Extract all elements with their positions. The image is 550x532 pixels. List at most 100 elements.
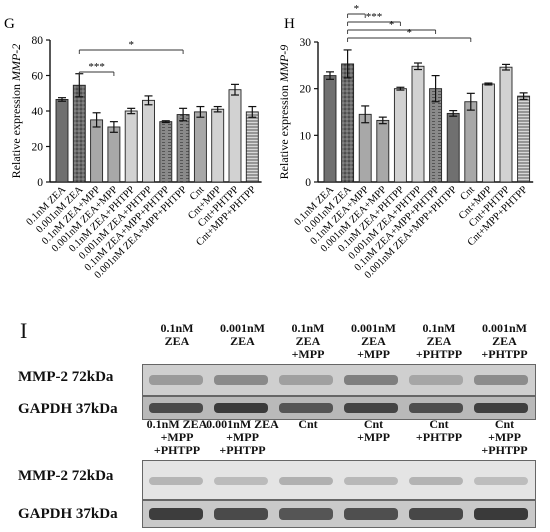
blot-band: [279, 403, 333, 413]
lane-header-line: +PHTPP: [481, 443, 528, 457]
lane-header-line: ZEA: [230, 334, 255, 348]
row2-lane-header-6: Cnt +MPP +PHTPP: [463, 418, 547, 457]
y-tick-label: 0: [305, 177, 311, 189]
lane-header-line: +MPP: [226, 430, 259, 444]
blot-band: [149, 375, 203, 385]
error-bar-3: [361, 105, 370, 124]
gapdh-label-row1: GAPDH 37kDa: [18, 401, 118, 417]
bar-10: [211, 108, 225, 183]
bar-4: [107, 126, 121, 183]
lane-header-line: +PHTPP: [219, 443, 266, 457]
row2-lane-header-2: 0.001nM ZEA +MPP +PHTPP: [201, 418, 285, 457]
lane-header-line: Cnt: [494, 417, 515, 431]
y-axis-label: Relative expression MMP-9: [277, 45, 291, 180]
lane-header-line: +PHTPP: [153, 443, 201, 457]
error-bar-8: [449, 109, 458, 117]
error-bar-9: [196, 105, 205, 118]
bar-8: [176, 114, 190, 183]
error-bar-10: [484, 82, 493, 86]
lane-header-line: +MPP: [291, 347, 325, 361]
lane-header-line: 0.1nM: [422, 321, 456, 335]
error-bar-11: [231, 83, 239, 96]
lane-header-line: Cnt: [363, 417, 384, 431]
row2-lane-header-4: Cnt +MPP: [332, 418, 416, 444]
bar-3: [90, 119, 104, 183]
panel-letter-i: I: [20, 318, 28, 343]
row1-lane-header-6: 0.001nM ZEA +PHTPP: [463, 322, 547, 361]
blot-band: [149, 403, 203, 413]
error-bar-4: [109, 121, 118, 133]
mmp2-label-row2: MMP-2 72kDa: [18, 468, 114, 484]
lane-header-line: Cnt: [298, 417, 318, 431]
lane-header-line: ZEA: [492, 334, 517, 348]
blot-band: [474, 508, 528, 520]
bar-2: [72, 84, 86, 183]
significance-label: *: [354, 3, 360, 15]
lane-header-line: +MPP: [488, 430, 521, 444]
lane-header-line: +PHTPP: [415, 430, 463, 444]
lane-header-line: 0.1nM: [160, 321, 194, 335]
y-tick-label: 40: [32, 106, 44, 118]
gapdh-blot-strip-2: [142, 500, 536, 528]
blot-band: [214, 403, 268, 413]
error-bar-2: [343, 49, 352, 79]
significance-label: ***: [88, 61, 105, 73]
blot-band: [344, 375, 398, 385]
blot-band: [214, 375, 268, 385]
lane-header-line: 0.1nM ZEA: [146, 417, 208, 431]
bar-10: [481, 83, 495, 183]
panel-letter-g: G: [4, 16, 15, 32]
blot-band: [214, 508, 268, 520]
lane-header-line: +PHTPP: [481, 347, 528, 361]
error-bar-9: [466, 92, 475, 111]
lane-header-line: 0.1nM: [291, 321, 325, 335]
blot-band: [344, 403, 398, 413]
y-tick-label: 20: [32, 142, 44, 154]
error-bar-8: [179, 107, 188, 122]
bar-7: [159, 121, 173, 183]
row1-lane-header-1: 0.1nM ZEA: [135, 322, 219, 348]
error-bar-12: [248, 105, 257, 118]
row1-lane-header-4: 0.001nM ZEA +MPP: [332, 322, 416, 361]
bar-3: [358, 113, 372, 183]
bar-9: [464, 101, 478, 183]
gapdh-label-row2: GAPDH 37kDa: [18, 506, 118, 522]
row1-lane-header-2: 0.001nM ZEA: [201, 322, 285, 348]
error-bar-5: [396, 86, 405, 91]
lane-header-line: 0.001nM: [351, 321, 396, 335]
lane-header-line: ZEA: [426, 334, 452, 348]
blot-band: [214, 477, 268, 485]
blot-band: [474, 375, 528, 385]
bar-11: [499, 66, 513, 183]
error-bar-7: [161, 120, 170, 124]
row2-lane-header-1: 0.1nM ZEA +MPP +PHTPP: [135, 418, 219, 457]
blot-band: [279, 477, 333, 485]
y-tick-label: 10: [300, 130, 312, 142]
blot-band: [474, 477, 528, 485]
lane-header-line: +MPP: [357, 430, 390, 444]
bar-2: [341, 63, 355, 183]
error-bar-7: [431, 74, 440, 103]
blot-band: [474, 403, 528, 413]
mmp2-label-row1: MMP-2 72kDa: [18, 369, 114, 385]
significance-bracket-4: *: [347, 27, 472, 42]
blot-band: [149, 508, 203, 520]
lane-header-line: +MPP: [160, 430, 194, 444]
blot-band: [279, 375, 333, 385]
y-axis-label: Relative expression MMP-2: [9, 44, 23, 179]
blot-band: [409, 477, 463, 485]
error-bar-10: [213, 105, 222, 113]
bar-7: [429, 88, 443, 183]
significance-bracket-1: *: [347, 3, 366, 18]
lane-header-line: ZEA: [295, 334, 321, 348]
row1-lane-header-5: 0.1nM ZEA +PHTPP: [397, 322, 481, 361]
y-tick-label: 20: [300, 84, 312, 96]
significance-bracket-1: ***: [78, 61, 115, 76]
lane-header-line: 0.001nM: [220, 321, 265, 335]
blot-band: [344, 508, 398, 520]
error-bar-12: [519, 92, 528, 101]
panel-letter-h: H: [284, 16, 295, 32]
error-bar-6: [144, 95, 153, 106]
lane-header-line: Cnt: [429, 417, 449, 431]
